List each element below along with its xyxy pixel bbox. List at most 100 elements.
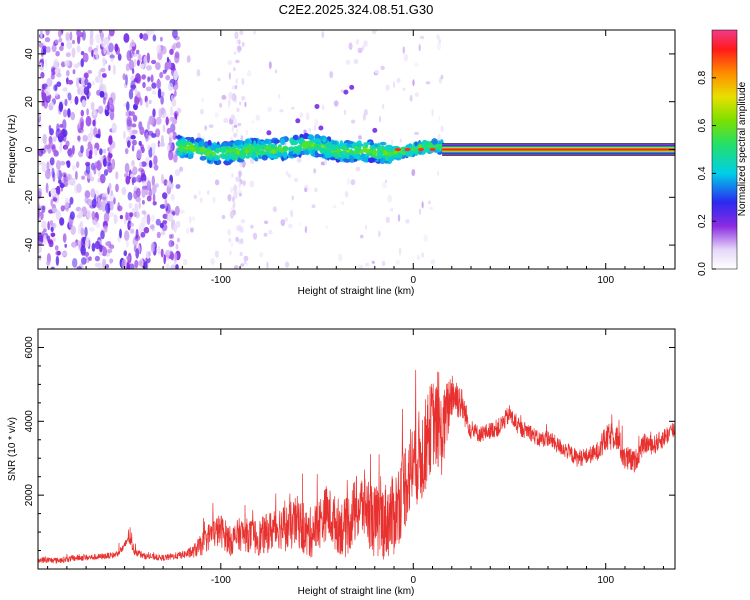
noise-cell bbox=[87, 82, 92, 89]
noise-cell bbox=[40, 47, 44, 57]
noise-cell bbox=[135, 248, 140, 259]
colorbar: 0.0 0.2 0.4 0.6 0.8 Normalized spectral ampl… bbox=[697, 29, 748, 276]
noise-cell bbox=[76, 45, 81, 53]
scatter-cell bbox=[358, 135, 362, 140]
noise-cell bbox=[108, 64, 111, 72]
noise-cell bbox=[50, 226, 54, 233]
echo-cell bbox=[379, 155, 387, 159]
scatter-cell bbox=[238, 180, 241, 189]
noise-cell bbox=[85, 115, 92, 127]
noise-cell bbox=[41, 92, 47, 102]
noise-cell bbox=[159, 204, 166, 209]
noise-cell bbox=[49, 157, 55, 166]
scatter-cell bbox=[191, 216, 196, 221]
echo-cell bbox=[418, 147, 424, 152]
noise-cell bbox=[141, 187, 146, 198]
scatter-cell bbox=[249, 180, 255, 188]
scatter-cell bbox=[241, 95, 246, 101]
noise-cell bbox=[59, 123, 63, 128]
signal-band bbox=[442, 148, 675, 151]
scatter-cell bbox=[349, 84, 355, 90]
noise-cell bbox=[129, 212, 134, 218]
noise-cell bbox=[139, 161, 143, 168]
y-tick-label: 40 bbox=[24, 48, 35, 60]
spectrogram-axes: -100 0 100 -40 -20 0 20 40 bbox=[24, 29, 675, 286]
scatter-cell bbox=[244, 101, 247, 108]
noise-cell bbox=[175, 243, 179, 250]
noise-cell bbox=[152, 34, 157, 42]
scatter-cell bbox=[278, 94, 281, 99]
scatter-cell bbox=[340, 89, 345, 93]
scatter-cell bbox=[245, 129, 248, 136]
spectrogram-xlabel: Height of straight line (km) bbox=[298, 286, 415, 297]
noise-cell bbox=[79, 85, 84, 91]
noise-cell bbox=[72, 258, 78, 268]
noise-cell bbox=[76, 62, 81, 67]
noise-cell bbox=[150, 242, 155, 253]
noise-cell bbox=[146, 214, 151, 225]
echo-cell bbox=[353, 142, 359, 146]
noise-cell bbox=[87, 141, 92, 150]
scatter-cell bbox=[208, 124, 214, 128]
echo-cell bbox=[362, 145, 367, 153]
scatter-cell bbox=[425, 81, 431, 85]
scatter-cell bbox=[235, 236, 240, 242]
scatter-cell bbox=[233, 265, 239, 269]
echo-cell bbox=[307, 135, 315, 140]
scatter-cell bbox=[291, 195, 294, 201]
noise-cell bbox=[81, 175, 86, 180]
noise-cell bbox=[55, 91, 58, 97]
scatter-cell bbox=[363, 40, 368, 47]
noise-cell bbox=[146, 195, 152, 202]
echo-cell bbox=[236, 149, 240, 155]
noise-cell bbox=[59, 160, 66, 166]
noise-cell bbox=[86, 209, 92, 219]
noise-cell bbox=[140, 63, 145, 70]
noise-cell bbox=[92, 80, 95, 86]
echo-cell bbox=[425, 146, 429, 152]
noise-cell bbox=[128, 59, 135, 71]
scatter-cell bbox=[436, 34, 440, 40]
noise-cell bbox=[56, 168, 59, 178]
y-tick-label: 2000 bbox=[24, 484, 35, 507]
noise-cell bbox=[96, 222, 101, 229]
echo-cell bbox=[235, 154, 241, 158]
noise-cell bbox=[117, 53, 122, 61]
echo-cell bbox=[374, 155, 381, 159]
echo-cell bbox=[246, 144, 255, 152]
echo-cell bbox=[379, 141, 387, 146]
scatter-cell bbox=[440, 125, 444, 133]
echo-cell bbox=[379, 157, 386, 164]
noise-cell bbox=[80, 109, 85, 117]
scatter-cell bbox=[176, 107, 182, 114]
scatter-cell bbox=[344, 190, 349, 198]
noise-cell bbox=[95, 45, 99, 50]
echo-cell bbox=[353, 150, 360, 154]
echo-cell bbox=[394, 147, 401, 152]
noise-cell bbox=[170, 252, 175, 261]
noise-cell bbox=[46, 235, 51, 242]
noise-cell bbox=[84, 78, 89, 86]
scatter-cell bbox=[230, 114, 236, 121]
scatter-cell bbox=[418, 208, 422, 215]
noise-cell bbox=[168, 149, 174, 161]
noise-cell bbox=[91, 49, 94, 58]
noise-cell bbox=[88, 149, 93, 157]
scatter-cell bbox=[210, 257, 216, 265]
noise-cell bbox=[148, 160, 153, 169]
noise-cell bbox=[66, 173, 72, 180]
noise-cell bbox=[81, 257, 87, 265]
noise-cell bbox=[111, 159, 115, 170]
noise-cell bbox=[127, 220, 131, 231]
noise-cell bbox=[157, 88, 162, 99]
scatter-cell bbox=[311, 204, 316, 209]
noise-cell bbox=[173, 154, 178, 163]
noise-cell bbox=[67, 79, 74, 85]
scatter-cell bbox=[385, 179, 388, 183]
noise-cell bbox=[152, 193, 156, 203]
echo-cell bbox=[178, 144, 183, 149]
noise-cell bbox=[90, 101, 95, 111]
colorbar-tick-label: 0.6 bbox=[697, 118, 708, 132]
noise-cell bbox=[50, 199, 53, 207]
noise-cell bbox=[136, 49, 140, 55]
